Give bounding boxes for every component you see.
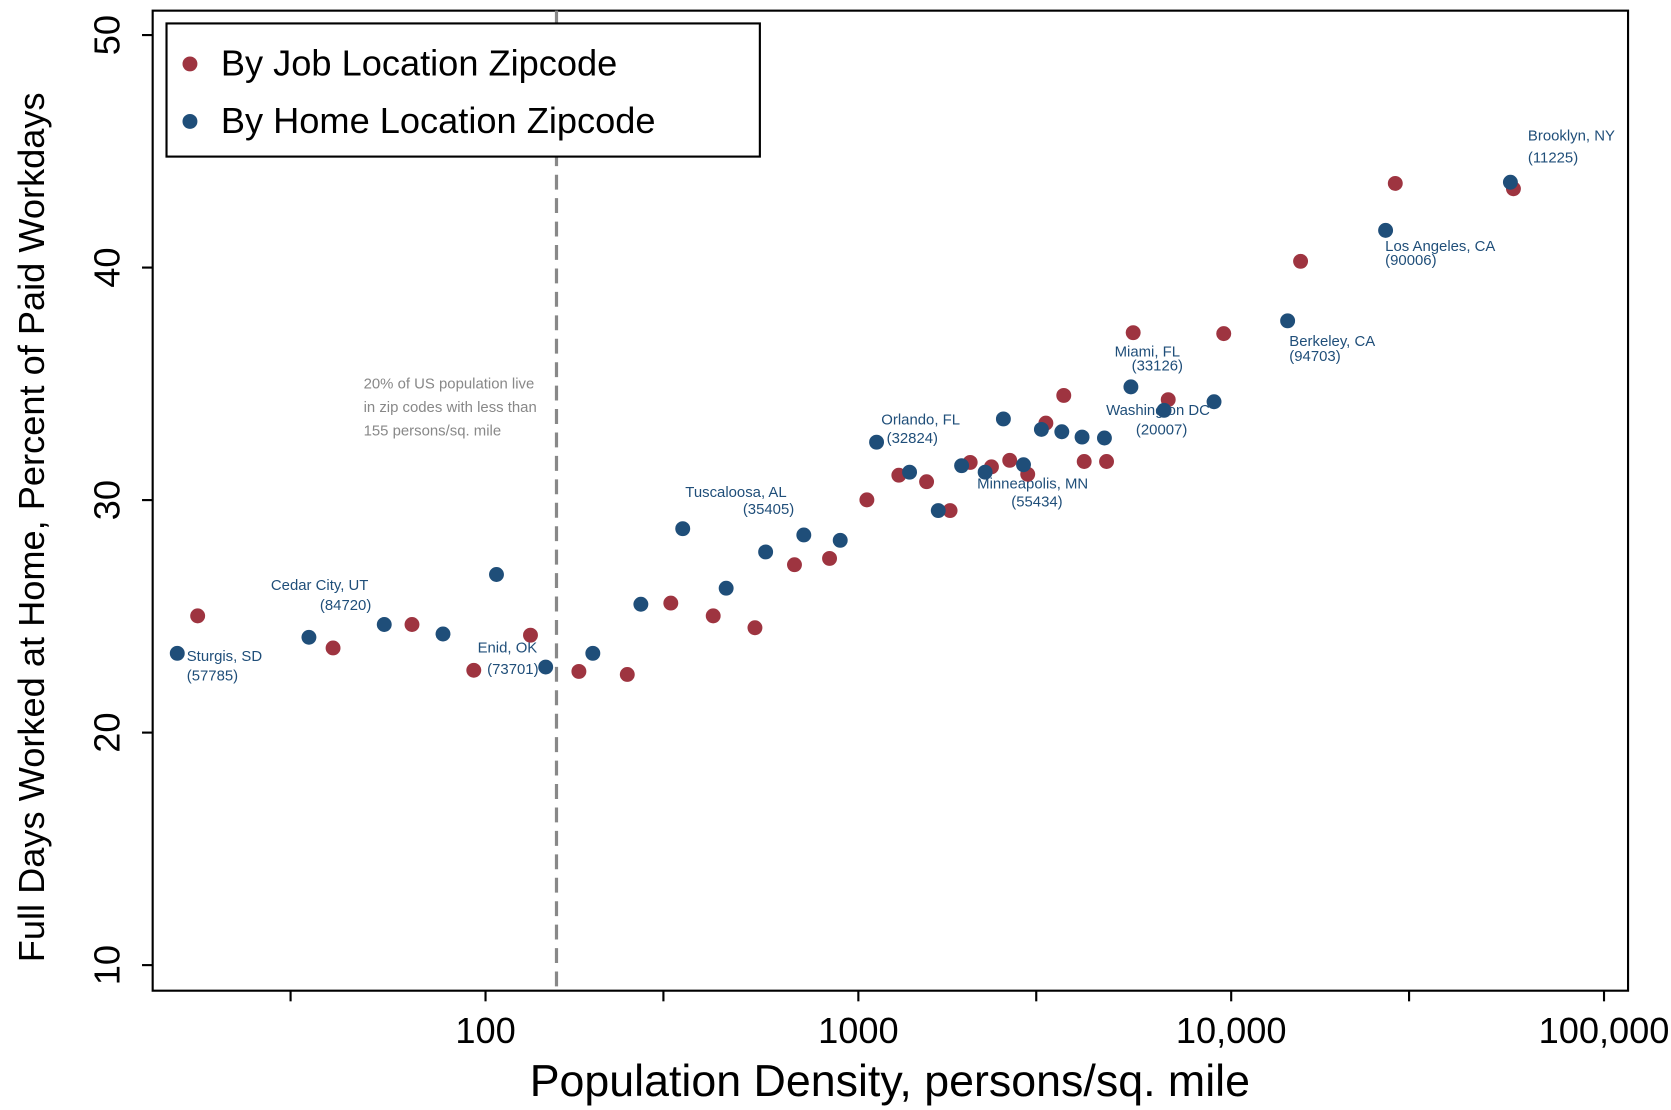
y-tick-label: 20 bbox=[87, 712, 128, 752]
point bbox=[977, 464, 993, 480]
annotation: (55434) bbox=[1011, 495, 1062, 511]
point bbox=[1056, 388, 1072, 403]
point bbox=[325, 640, 341, 656]
point bbox=[1096, 430, 1112, 446]
point bbox=[787, 557, 802, 573]
point bbox=[1016, 457, 1031, 473]
point bbox=[942, 503, 958, 519]
point bbox=[1156, 402, 1172, 418]
annotation: (94703) bbox=[1289, 349, 1340, 365]
point bbox=[954, 458, 970, 474]
y-axis-title: Full Days Worked at Home, Percent of Pai… bbox=[11, 92, 52, 962]
point bbox=[1280, 313, 1296, 329]
point bbox=[1099, 454, 1115, 469]
x-tick-label: 1000 bbox=[818, 1010, 899, 1051]
y-tick-label: 10 bbox=[87, 945, 128, 985]
annotation: (84720) bbox=[320, 598, 371, 614]
annotation: Enid, OK bbox=[478, 641, 538, 657]
point bbox=[747, 620, 763, 636]
point bbox=[869, 434, 885, 450]
point bbox=[1074, 429, 1090, 445]
annotation: (90006) bbox=[1385, 253, 1436, 269]
point bbox=[718, 580, 734, 596]
annotation: Minneapolis, MN bbox=[977, 477, 1088, 493]
annotation: Orlando, FL bbox=[881, 413, 960, 429]
y-tick-label: 30 bbox=[87, 480, 128, 520]
annotation: Los Angeles, CA bbox=[1385, 239, 1495, 255]
annotation: Sturgis, SD bbox=[187, 649, 263, 665]
point bbox=[1002, 452, 1018, 468]
annotation: (20007) bbox=[1136, 422, 1187, 438]
point bbox=[538, 659, 554, 675]
point bbox=[832, 532, 848, 548]
annotation: (73701) bbox=[487, 662, 538, 678]
point bbox=[301, 629, 317, 645]
legend-marker bbox=[182, 113, 198, 129]
point bbox=[466, 662, 482, 678]
x-axis-title: Population Density, persons/sq. mile bbox=[530, 1056, 1250, 1106]
point bbox=[1378, 222, 1394, 238]
annotation: (57785) bbox=[187, 668, 238, 684]
annotation: (11225) bbox=[1528, 151, 1578, 167]
point bbox=[1076, 454, 1092, 469]
legend-box bbox=[165, 22, 761, 158]
point bbox=[1206, 394, 1222, 410]
point bbox=[930, 503, 946, 519]
legend-label: By Job Location Zipcode bbox=[221, 43, 617, 84]
x-tick-label: 100 bbox=[455, 1010, 515, 1051]
y-tick-label: 50 bbox=[87, 15, 128, 55]
point bbox=[435, 626, 451, 642]
point bbox=[1054, 424, 1070, 440]
x-tick-label: 100,000 bbox=[1539, 1010, 1670, 1051]
point bbox=[619, 667, 635, 682]
point bbox=[1123, 379, 1139, 395]
point bbox=[796, 527, 812, 543]
annotation: Berkeley, CA bbox=[1289, 334, 1375, 350]
point bbox=[1502, 174, 1518, 190]
annotation: Tuscaloosa, AL bbox=[685, 485, 786, 501]
annotation: (33126) bbox=[1132, 358, 1183, 374]
y-tick-label: 40 bbox=[87, 247, 128, 287]
point bbox=[822, 550, 838, 566]
legend-label: By Home Location Zipcode bbox=[221, 100, 656, 141]
point bbox=[919, 474, 935, 490]
annotation: Miami, FL bbox=[1115, 345, 1180, 361]
point bbox=[1293, 253, 1309, 269]
point bbox=[675, 521, 691, 537]
point bbox=[404, 617, 420, 632]
point bbox=[489, 567, 504, 582]
point bbox=[663, 595, 679, 611]
note-group: 20% of US population live in zip codes wi… bbox=[364, 376, 537, 439]
note-text: 20% of US population live bbox=[364, 376, 535, 392]
point bbox=[1125, 325, 1141, 341]
point bbox=[902, 464, 918, 480]
point bbox=[376, 617, 392, 632]
point bbox=[190, 608, 206, 624]
annotation: Brooklyn, NY bbox=[1528, 128, 1615, 144]
note-text: 155 persons/sq. mile bbox=[364, 423, 502, 439]
point bbox=[585, 645, 601, 661]
point bbox=[633, 596, 649, 612]
annotation: (32824) bbox=[887, 431, 938, 447]
annotation: (35405) bbox=[743, 502, 794, 518]
note-text: in zip codes with less than bbox=[364, 400, 537, 416]
legend-marker bbox=[182, 56, 198, 72]
x-tick-label: 10,000 bbox=[1176, 1010, 1287, 1051]
annotation: Cedar City, UT bbox=[271, 578, 368, 594]
point bbox=[1033, 421, 1049, 437]
point bbox=[758, 544, 774, 560]
point bbox=[859, 492, 875, 508]
point bbox=[995, 411, 1011, 427]
point bbox=[1387, 175, 1403, 191]
point bbox=[523, 627, 538, 643]
point bbox=[1216, 326, 1232, 342]
point bbox=[169, 645, 185, 661]
point bbox=[705, 608, 721, 624]
point bbox=[571, 663, 587, 679]
